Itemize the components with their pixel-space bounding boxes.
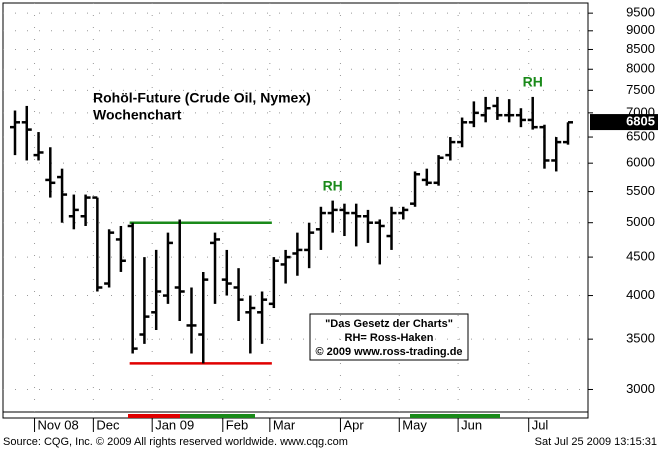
- annotation: RH: [323, 177, 343, 193]
- x-tick-label: Apr: [343, 417, 364, 432]
- y-tick-label: 6000: [626, 155, 655, 170]
- chart-subtitle: Wochenchart: [93, 107, 182, 123]
- y-tick-label: 3500: [626, 331, 655, 346]
- y-tick-label: 9000: [626, 22, 655, 37]
- x-tick-label: Dec: [96, 417, 120, 432]
- y-tick-label: 5000: [626, 214, 655, 229]
- strip-green: [410, 414, 500, 418]
- y-tick-label: 4500: [626, 249, 655, 264]
- note-line: © 2009 www.ross-trading.de: [315, 346, 462, 358]
- strip-green: [180, 414, 255, 418]
- timestamp: Sat Jul 25 2009 13:15:31: [535, 436, 657, 448]
- y-tick-label: 6500: [626, 128, 655, 143]
- y-tick-label: 5500: [626, 183, 655, 198]
- x-tick-label: Feb: [226, 417, 248, 432]
- y-tick-label: 3000: [626, 381, 655, 396]
- note-line: RH= Ross-Haken: [345, 332, 434, 344]
- chart-title: Rohöl-Future (Crude Oil, Nymex): [93, 90, 311, 106]
- strip-red: [128, 414, 180, 418]
- source: Source: CQG, Inc. © 2009 All rights rese…: [3, 436, 348, 448]
- y-tick-label: 8500: [626, 41, 655, 56]
- x-tick-label: Jul: [532, 417, 549, 432]
- y-tick-label: 7500: [626, 82, 655, 97]
- annotation: RH: [523, 74, 543, 90]
- last-price-label: 6805: [626, 114, 655, 129]
- note-line: "Das Gesetz der Charts": [325, 318, 453, 330]
- note-box: [309, 313, 469, 361]
- x-tick-label: Mar: [273, 417, 296, 432]
- x-tick-label: May: [402, 417, 427, 432]
- x-tick-label: Nov 08: [38, 417, 79, 432]
- last-price-box: [590, 114, 658, 131]
- x-tick-label: Jan 09: [155, 417, 194, 432]
- plot-area: [2, 2, 589, 413]
- y-tick-label: 8000: [626, 61, 655, 76]
- x-tick-label: Jun: [461, 417, 482, 432]
- y-tick-label: 4000: [626, 287, 655, 302]
- y-tick-label: 9500: [626, 5, 655, 20]
- time-strip: [2, 411, 589, 419]
